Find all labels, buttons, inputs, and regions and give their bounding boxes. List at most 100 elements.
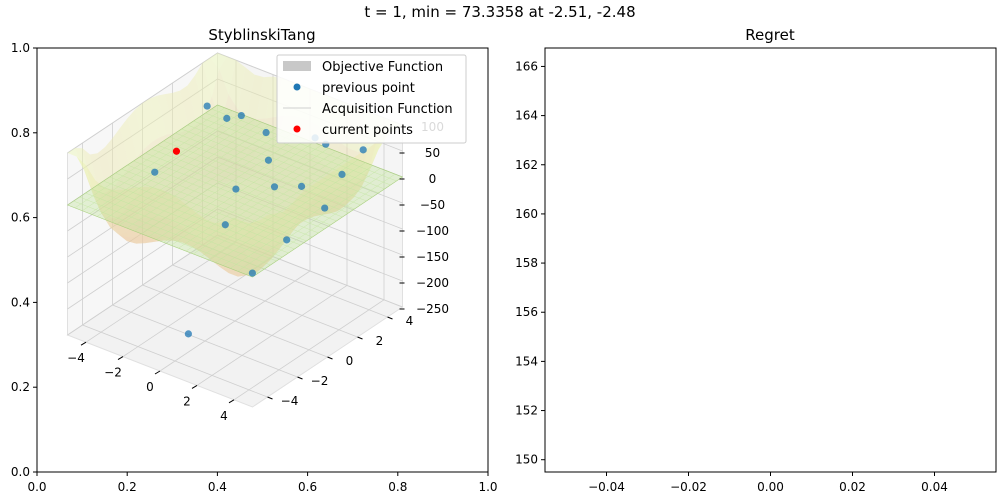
objective-surface-cell (261, 193, 278, 204)
legend-frame (276, 54, 467, 144)
left-outer-ticks: 0.0 0.2 0.4 0.6 0.8 1.0 0.0 0.2 0.4 0.6 0.8 1.0 (11, 41, 498, 494)
acquisition-mesh-line (127, 164, 313, 238)
acquisition-mesh-line (126, 127, 277, 229)
objective-surface-cell (239, 259, 257, 276)
objective-surface-cell (280, 197, 298, 240)
acquisition-mesh-line (89, 113, 240, 214)
objective-surface-cell (252, 161, 269, 173)
objective-surface-cell (205, 215, 222, 231)
objective-surface-cell (211, 181, 228, 184)
objective-surface-cell (326, 193, 343, 208)
objective-surface-cell (142, 98, 160, 143)
objective-surface-cell (183, 157, 201, 174)
previous-point (297, 182, 306, 190)
objective-surface-cell (91, 187, 109, 219)
objective-surface-cell (214, 181, 232, 186)
objective-surface-cell (90, 153, 107, 194)
objective-surface-cell (180, 85, 197, 130)
acquisition-mesh-line (119, 124, 270, 226)
objective-surface-cell (256, 76, 273, 119)
objective-surface-cell (181, 129, 199, 158)
objective-surface-cell (278, 143, 295, 164)
regret-x-tick-label: 0.04 (921, 480, 948, 494)
objective-surface-cell (208, 244, 226, 259)
x3d-tick-label: 0 (146, 380, 154, 394)
objective-surface-cell (315, 162, 332, 188)
x3d-tick (117, 356, 124, 361)
acquisition-mesh-line (215, 162, 366, 263)
objective-surface-cell (140, 207, 157, 225)
objective-surface-cell (84, 170, 101, 213)
acquisition-mesh-line (109, 176, 295, 250)
objective-surface-cell (177, 213, 194, 226)
objective-surface-cell (301, 195, 319, 222)
objective-surface-cell (219, 56, 236, 95)
objective-surface-cell (328, 206, 345, 213)
objective-surface-cell (197, 213, 214, 251)
x3d-tick (191, 384, 198, 389)
acquisition-mesh-line (151, 148, 337, 222)
acquisition-mesh-line (200, 156, 351, 258)
objective-surface-cell (232, 232, 250, 251)
objective-surface-cell (168, 215, 185, 227)
objective-surface-cell (135, 103, 152, 149)
objective-surface-cell (285, 197, 302, 207)
z3d-tick-label: −100 (416, 224, 449, 238)
objective-surface-cell (136, 241, 153, 244)
objective-surface-cell (238, 207, 256, 224)
objective-surface-cell (217, 172, 234, 180)
objective-surface-cell (202, 58, 220, 97)
y3d-tick-label: 2 (376, 334, 384, 348)
objective-surface-cell (173, 239, 190, 243)
objective-surface-cell (307, 180, 325, 198)
acquisition-mesh-line (157, 144, 343, 218)
objective-surface-cell (268, 191, 286, 201)
objective-surface-cell (95, 180, 112, 219)
objective-surface-cell (343, 178, 360, 198)
objective-surface-cell (255, 176, 273, 181)
legend-current-marker (293, 125, 301, 133)
objective-surface-cell (123, 202, 141, 227)
regret-panel: Regret −0.04 −0.02 0.00 0.02 0.04 150 152 154 15… (515, 26, 997, 494)
objective-surface-cell (206, 230, 224, 245)
objective-surface-cell (192, 172, 210, 181)
objective-surface-cell (128, 236, 146, 244)
objective-surface-cell (157, 94, 175, 135)
objective-surface-cell (260, 248, 278, 261)
acquisition-mesh-line (133, 130, 285, 232)
objective-surface-cell (211, 68, 229, 123)
objective-surface-cell (142, 224, 159, 237)
objective-surface-cell (180, 233, 198, 242)
objective-surface-cell (329, 202, 347, 214)
objective-surface-cell (165, 92, 182, 134)
x3d-tick-label: 2 (183, 394, 191, 408)
objective-surface-cell (287, 206, 304, 215)
objective-surface-cell (198, 149, 216, 170)
objective-surface-cell (341, 148, 358, 180)
objective-surface-cell (149, 217, 166, 235)
regret-y-tick-label: 164 (515, 109, 538, 123)
acquisition-mesh-line (199, 116, 385, 190)
objective-surface-cell (160, 225, 178, 236)
acquisition-mesh-line (193, 120, 379, 194)
objective-surface-cell (322, 134, 340, 171)
figure-suptitle: t = 1, min = 73.3358 at -2.51, -2.48 (364, 3, 635, 21)
objective-surface-cell (270, 161, 288, 174)
y3d-tick (327, 356, 333, 360)
objective-surface-cell (247, 214, 265, 231)
regret-y-tick-label: 154 (515, 354, 538, 368)
objective-surface-cell (236, 194, 254, 208)
left-y-tick-label: 0.4 (11, 295, 30, 309)
regret-x-tick-label: 0.02 (839, 480, 866, 494)
objective-surface-cell (248, 118, 266, 147)
grid-line (142, 284, 328, 358)
y3d-tick (267, 396, 273, 400)
objective-surface-cell (363, 140, 380, 178)
objective-surface-cell (191, 245, 209, 253)
objective-surface-cell (266, 228, 283, 241)
legend-objective-label: Objective Function (322, 60, 443, 75)
objective-surface-cell (159, 134, 176, 163)
y3d-tick-label: −4 (281, 394, 299, 408)
legend-previous-label: previous point (322, 81, 415, 96)
objective-surface-cell (291, 183, 308, 196)
